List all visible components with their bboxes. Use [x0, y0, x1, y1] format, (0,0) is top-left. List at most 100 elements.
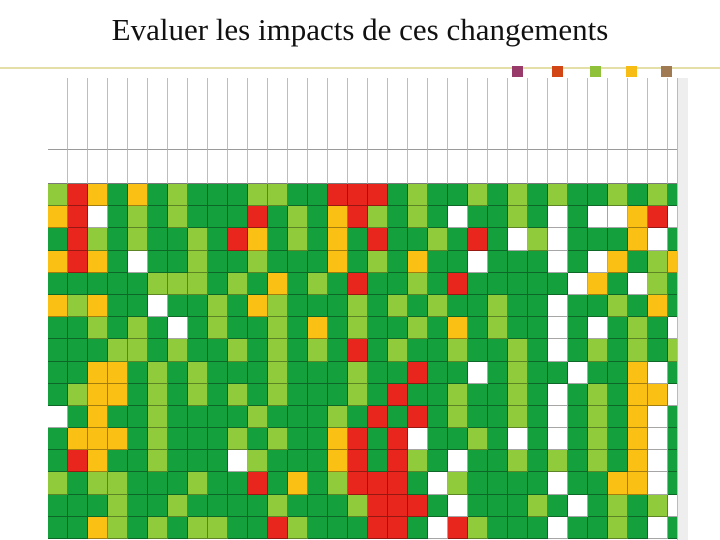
matrix-cell	[208, 516, 228, 539]
matrix-cell	[568, 494, 588, 517]
matrix-cell	[468, 361, 488, 384]
matrix-cell	[608, 272, 628, 295]
matrix-cell	[88, 361, 108, 384]
matrix-cell	[108, 294, 128, 318]
matrix-cell	[488, 383, 508, 406]
matrix-cell	[508, 294, 528, 318]
matrix-cell	[168, 317, 188, 340]
matrix-cell	[508, 272, 528, 295]
impact-matrix-image	[48, 78, 688, 540]
matrix-cell	[268, 516, 288, 539]
matrix-cell	[128, 228, 148, 251]
matrix-cell	[168, 472, 188, 495]
matrix-cell	[48, 294, 68, 318]
matrix-cell	[408, 450, 428, 473]
column-subheader	[508, 150, 528, 184]
matrix-cell	[248, 428, 268, 451]
matrix-cell	[348, 250, 368, 273]
matrix-cell	[528, 516, 548, 539]
matrix-cell	[608, 206, 628, 229]
matrix-cell	[288, 383, 308, 406]
matrix-cell	[368, 450, 388, 473]
matrix-cell	[468, 272, 488, 295]
matrix-cell	[48, 339, 68, 362]
matrix-cell	[588, 228, 608, 251]
matrix-cell	[168, 184, 188, 207]
matrix-cell	[128, 450, 148, 473]
matrix-cell	[228, 228, 248, 251]
column-header	[508, 78, 528, 150]
matrix-cell	[648, 383, 668, 406]
matrix-cell	[428, 250, 448, 273]
matrix-cell	[348, 405, 368, 429]
matrix-cell	[208, 472, 228, 495]
matrix-cell	[588, 339, 608, 362]
matrix-cell	[188, 228, 208, 251]
column-subheader	[648, 150, 668, 184]
matrix-cell	[308, 383, 328, 406]
matrix-cell	[588, 383, 608, 406]
matrix-cell	[628, 383, 648, 406]
matrix-cell	[588, 516, 608, 539]
matrix-cell	[408, 361, 428, 384]
impact-matrix	[48, 78, 688, 540]
matrix-cell	[288, 228, 308, 251]
matrix-cell	[68, 361, 88, 384]
matrix-cell	[148, 272, 168, 295]
matrix-cell	[448, 472, 468, 495]
matrix-cell	[508, 317, 528, 340]
matrix-cell	[608, 361, 628, 384]
legend-square-yellow	[626, 66, 637, 77]
matrix-cell	[608, 317, 628, 340]
matrix-cell	[248, 294, 268, 318]
matrix-cell	[468, 494, 488, 517]
matrix-cell	[188, 383, 208, 406]
matrix-cell	[628, 494, 648, 517]
column-subheader	[608, 150, 628, 184]
matrix-cell	[208, 494, 228, 517]
matrix-cell	[548, 494, 568, 517]
matrix-cell	[588, 317, 608, 340]
matrix-cell	[628, 405, 648, 429]
matrix-cell	[368, 250, 388, 273]
matrix-cell	[88, 339, 108, 362]
matrix-cell	[228, 383, 248, 406]
matrix-cell	[368, 272, 388, 295]
matrix-cell	[48, 228, 68, 251]
matrix-row	[48, 494, 688, 517]
matrix-cell	[68, 405, 88, 429]
column-header	[348, 78, 368, 150]
matrix-cell	[108, 472, 128, 495]
matrix-cell	[348, 494, 368, 517]
matrix-cell	[108, 516, 128, 539]
matrix-cell	[508, 516, 528, 539]
matrix-cell	[68, 184, 88, 207]
matrix-cell	[568, 516, 588, 539]
matrix-cell	[48, 361, 68, 384]
matrix-cell	[248, 339, 268, 362]
matrix-cell	[208, 272, 228, 295]
matrix-cell	[168, 206, 188, 229]
matrix-cell	[548, 516, 568, 539]
matrix-cell	[148, 494, 168, 517]
matrix-cell	[68, 317, 88, 340]
matrix-cell	[368, 228, 388, 251]
matrix-cell	[308, 250, 328, 273]
matrix-cell	[448, 383, 468, 406]
matrix-cell	[88, 383, 108, 406]
matrix-cell	[108, 317, 128, 340]
column-header	[568, 78, 588, 150]
column-subheader	[468, 150, 488, 184]
matrix-cell	[428, 472, 448, 495]
matrix-cell	[348, 428, 368, 451]
matrix-cell	[308, 294, 328, 318]
matrix-cell	[608, 428, 628, 451]
matrix-cell	[508, 383, 528, 406]
matrix-cell	[428, 317, 448, 340]
matrix-cell	[388, 383, 408, 406]
matrix-row	[48, 184, 688, 207]
matrix-cell	[168, 361, 188, 384]
matrix-cell	[448, 294, 468, 318]
matrix-cell	[568, 450, 588, 473]
matrix-cell	[648, 317, 668, 340]
